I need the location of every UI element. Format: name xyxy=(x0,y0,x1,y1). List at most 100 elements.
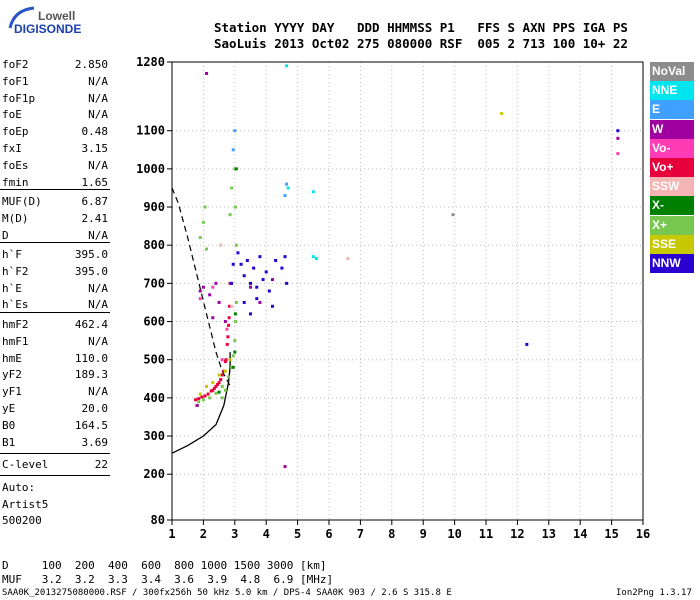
data-point xyxy=(233,167,237,171)
data-point xyxy=(236,251,240,255)
data-point xyxy=(211,381,215,385)
data-point xyxy=(285,281,289,285)
auto-scaler-version: 500200 xyxy=(2,514,42,527)
data-point xyxy=(227,316,231,320)
param-value: N/A xyxy=(88,74,108,88)
y-tick-label: 1100 xyxy=(136,124,165,138)
data-point xyxy=(249,312,252,316)
param-row: yF1 N/A xyxy=(2,385,108,399)
data-point xyxy=(255,297,259,301)
data-point xyxy=(283,255,287,259)
param-name: B1 xyxy=(2,435,16,449)
param-name: h`E xyxy=(2,281,22,295)
x-tick-label: 15 xyxy=(604,527,618,541)
param-name: MUF(D) xyxy=(2,195,42,208)
param-row: h`Es N/A xyxy=(2,298,108,312)
data-point xyxy=(230,365,234,369)
footer-version: Ion2Png 1.3.17 xyxy=(616,588,692,598)
data-point xyxy=(214,281,218,285)
data-point xyxy=(233,350,237,354)
param-value: 395.0 xyxy=(74,264,108,278)
x-tick-label: 4 xyxy=(263,527,270,541)
data-point xyxy=(198,297,202,301)
legend-item: E xyxy=(650,100,694,120)
param-row: h`E N/A xyxy=(2,282,108,296)
param-name: fmin xyxy=(2,175,29,189)
data-point xyxy=(206,392,210,396)
param-row: fxI 3.15 xyxy=(2,142,108,156)
x-tick-label: 3 xyxy=(231,527,238,541)
data-point xyxy=(616,129,620,133)
data-point xyxy=(212,386,216,390)
data-point xyxy=(228,281,232,285)
data-point xyxy=(252,266,256,270)
data-point xyxy=(211,316,215,320)
data-point xyxy=(239,262,243,266)
param-name: yF2 xyxy=(2,368,22,382)
param-value: 3.69 xyxy=(81,435,109,449)
x-tick-label: 9 xyxy=(420,527,427,541)
data-point xyxy=(231,354,235,358)
data-point xyxy=(249,285,252,289)
data-point xyxy=(242,274,246,278)
x-tick-label: 5 xyxy=(294,527,301,541)
data-point xyxy=(258,255,262,259)
param-row: B0 164.5 xyxy=(2,419,108,433)
param-name: h`F xyxy=(2,248,22,261)
param-value: N/A xyxy=(88,228,108,242)
header-line-1: Station YYYY DAY DDD HHMMSS P1 FFS S AXN… xyxy=(214,20,628,35)
param-name: hmF1 xyxy=(2,334,29,348)
param-row: B1 3.69 xyxy=(2,436,108,450)
data-point xyxy=(223,388,227,392)
data-point xyxy=(223,320,227,324)
param-value: N/A xyxy=(88,91,108,105)
data-point xyxy=(616,136,620,140)
x-tick-label: 7 xyxy=(357,527,364,541)
y-tick-label: 300 xyxy=(143,429,165,443)
param-row: fmin 1.65 xyxy=(2,176,108,190)
data-point xyxy=(233,129,237,133)
data-point xyxy=(231,262,235,266)
data-point xyxy=(222,369,226,373)
y-tick-label: 1000 xyxy=(136,162,165,176)
data-point xyxy=(197,397,201,401)
data-point xyxy=(205,384,209,388)
y-tick-label: 200 xyxy=(143,467,165,481)
x-tick-label: 16 xyxy=(636,527,650,541)
data-point xyxy=(198,236,202,240)
legend-item: NNW xyxy=(650,254,694,273)
data-point xyxy=(228,358,232,362)
param-name: foEs xyxy=(2,158,29,172)
legend-item: Vo- xyxy=(650,138,694,158)
data-point xyxy=(234,167,238,171)
y-tick-label: 600 xyxy=(143,315,165,329)
param-row: foF2 2.850 xyxy=(2,58,108,72)
y-tick-label: 1280 xyxy=(136,55,165,69)
param-name: h`Es xyxy=(2,298,29,312)
x-tick-label: 6 xyxy=(325,527,332,541)
param-value: 6.87 xyxy=(81,195,109,208)
lowell-logo-text: Lowell xyxy=(38,9,76,23)
data-point xyxy=(194,398,198,402)
param-value: 189.3 xyxy=(74,368,108,382)
param-name: foF1 xyxy=(2,74,29,88)
param-name: h`F2 xyxy=(2,264,29,278)
param-name: foE xyxy=(2,108,22,122)
auto-label: Auto: xyxy=(2,481,36,494)
logo-arc-icon xyxy=(8,6,35,29)
x-tick-label: 14 xyxy=(573,527,587,541)
legend-item: X+ xyxy=(650,215,694,235)
data-point xyxy=(211,285,215,289)
y-tick-label: 80 xyxy=(151,513,165,527)
data-point xyxy=(214,384,218,388)
data-point xyxy=(346,257,350,261)
data-point xyxy=(311,190,315,194)
param-name: B0 xyxy=(2,418,16,432)
param-value: N/A xyxy=(88,298,108,312)
data-point xyxy=(228,213,232,217)
data-point xyxy=(234,243,238,247)
param-name: hmE xyxy=(2,351,22,365)
data-point xyxy=(233,339,237,343)
param-row: MUF(D) 6.87 xyxy=(2,195,108,209)
